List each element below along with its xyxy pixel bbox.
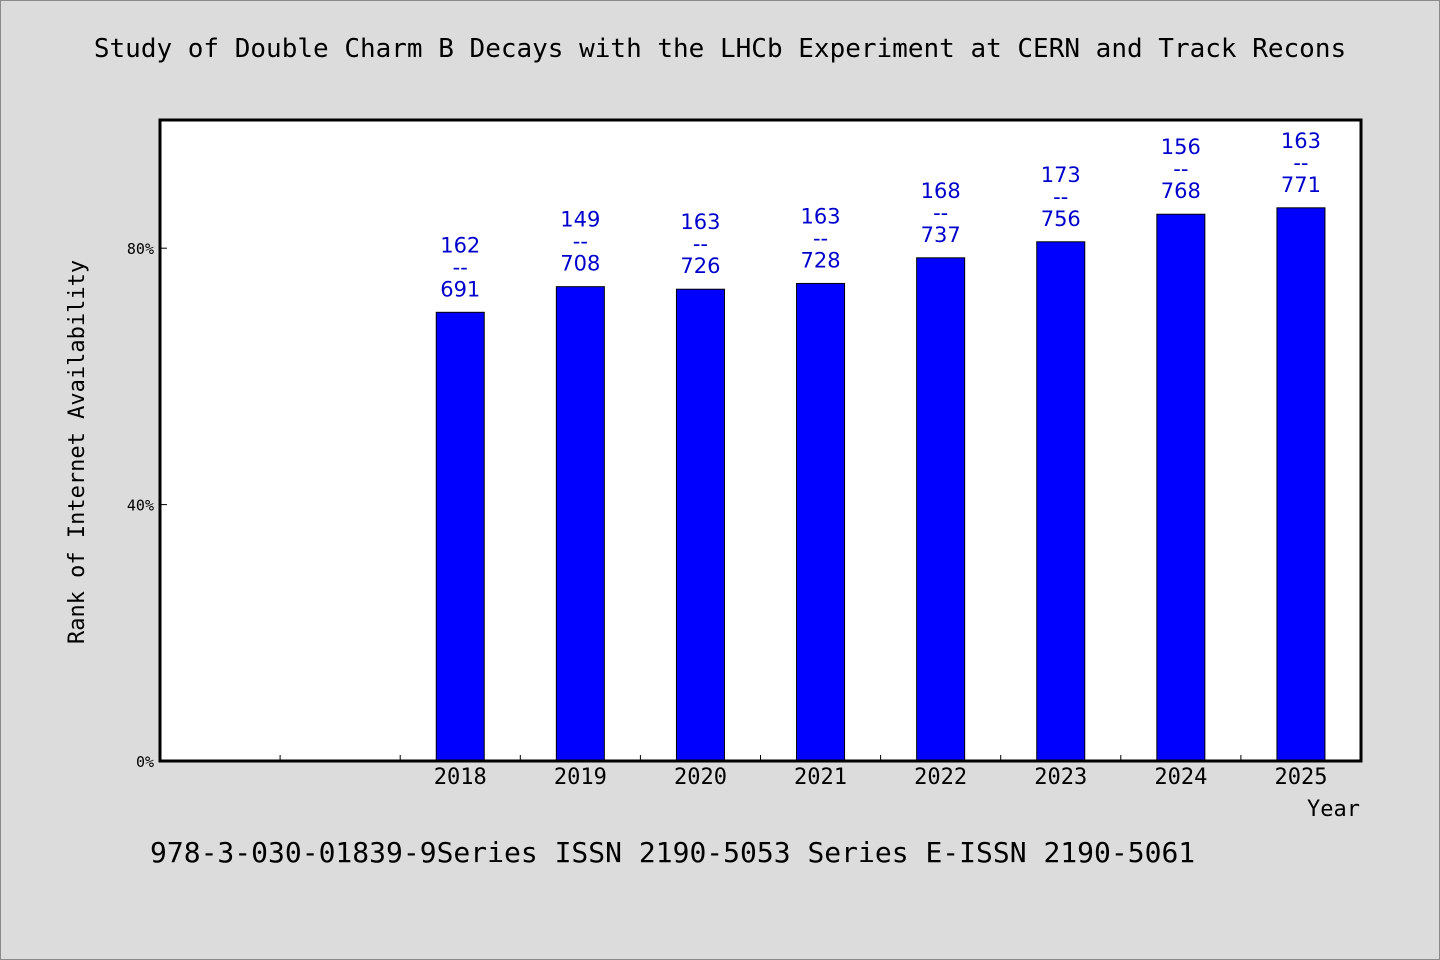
chart-title: Study of Double Charm B Decays with the … — [93, 34, 1347, 64]
data-label-2025-sep: -- — [1293, 151, 1308, 175]
bar-2025 — [1276, 207, 1326, 762]
x-tick-label-2021: 2021 — [794, 765, 847, 790]
data-label-2024-bottom: 768 — [1161, 179, 1201, 203]
data-label-2018-sep: -- — [453, 255, 468, 279]
data-label-2018-top: 162 — [440, 233, 480, 257]
data-label-2021-bottom: 728 — [801, 248, 841, 272]
y-tick-label-40: 40% — [127, 497, 154, 515]
x-tick-label-2023: 2023 — [1034, 765, 1087, 790]
bar-2021 — [796, 282, 846, 762]
x-axis-title: Year — [1307, 797, 1360, 822]
data-label-2025-top: 163 — [1281, 129, 1321, 153]
data-label-2023-bottom: 756 — [1041, 207, 1081, 231]
data-label-2018-bottom: 691 — [440, 277, 480, 301]
data-label-2023-sep: -- — [1053, 185, 1068, 209]
data-label-2025-bottom: 771 — [1281, 173, 1321, 197]
data-label-2024-sep: -- — [1173, 157, 1188, 181]
bar-2018 — [435, 311, 485, 762]
x-tick-label-2025: 2025 — [1274, 765, 1327, 790]
data-label-2022-bottom: 737 — [921, 223, 961, 247]
data-label-2019-bottom: 708 — [560, 252, 600, 276]
data-label-2019-top: 149 — [560, 208, 600, 232]
bar-2024 — [1156, 213, 1206, 762]
bar-2019 — [555, 286, 605, 762]
data-label-2020-bottom: 726 — [680, 254, 720, 278]
x-tick-label-2020: 2020 — [674, 765, 727, 790]
y-axis-title: Rank of Internet Availability — [65, 260, 90, 644]
data-label-2022-sep: -- — [933, 201, 948, 225]
y-tick-label-80: 80% — [127, 240, 154, 258]
footer-text: 978-3-030-01839-9Series ISSN 2190-5053 S… — [150, 836, 1196, 869]
bar-2022 — [916, 257, 966, 762]
data-label-2023-top: 173 — [1041, 163, 1081, 187]
x-tick-label-2019: 2019 — [554, 765, 607, 790]
data-label-2022-top: 168 — [921, 179, 961, 203]
y-tick-label-0: 0% — [136, 753, 154, 771]
x-tick-label-2024: 2024 — [1154, 765, 1207, 790]
data-label-2021-sep: -- — [813, 226, 828, 250]
x-tick-label-2018: 2018 — [434, 765, 487, 790]
data-label-2019-sep: -- — [573, 230, 588, 254]
data-label-2021-top: 163 — [801, 204, 841, 228]
data-label-2020-sep: -- — [693, 232, 708, 256]
data-label-2024-top: 156 — [1161, 135, 1201, 159]
data-label-2020-top: 163 — [680, 210, 720, 234]
bar-2023 — [1036, 241, 1086, 762]
bar-2020 — [675, 288, 725, 762]
x-tick-label-2022: 2022 — [914, 765, 967, 790]
